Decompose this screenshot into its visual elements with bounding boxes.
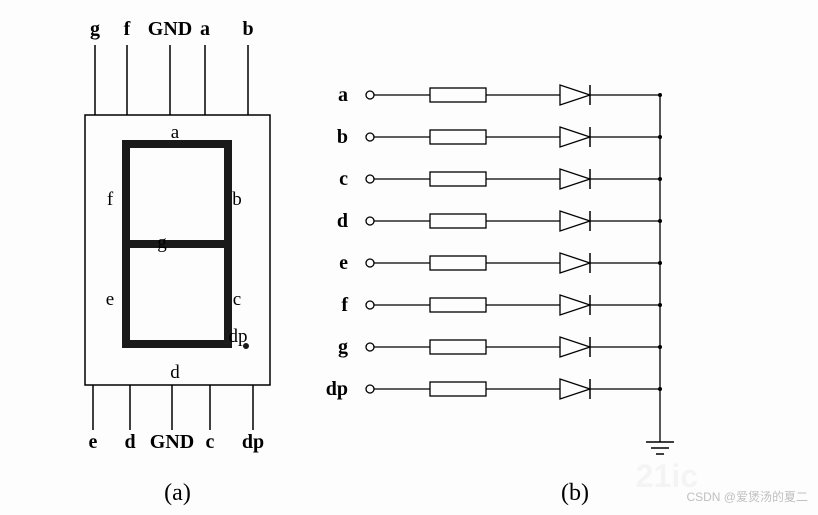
- pin-label-c: c: [206, 431, 215, 453]
- terminal-e: [366, 259, 374, 267]
- pin-label-dp: dp: [242, 431, 264, 453]
- seg-label-g: g: [157, 232, 167, 253]
- resistor-e: [430, 256, 486, 270]
- segment-d: [122, 340, 232, 348]
- seg-label-f: f: [107, 189, 114, 210]
- terminal-b: [366, 133, 374, 141]
- segment-f: [122, 140, 130, 248]
- resistor-c: [430, 172, 486, 186]
- diode-dp: [560, 379, 590, 399]
- diode-e: [560, 253, 590, 273]
- input-label-a: a: [338, 84, 348, 106]
- diode-f: [560, 295, 590, 315]
- caption-a: (a): [164, 480, 191, 506]
- seg-label-c: c: [233, 289, 241, 310]
- diode-b: [560, 127, 590, 147]
- seg-label-b: b: [232, 189, 242, 210]
- input-label-g: g: [338, 336, 348, 358]
- segment-g: [122, 240, 232, 248]
- pin-label-GND: GND: [148, 18, 192, 40]
- resistor-g: [430, 340, 486, 354]
- input-label-c: c: [339, 168, 348, 190]
- resistor-d: [430, 214, 486, 228]
- resistor-a: [430, 88, 486, 102]
- input-label-e: e: [339, 252, 348, 274]
- input-label-d: d: [337, 210, 348, 232]
- terminal-g: [366, 343, 374, 351]
- seg-label-a: a: [171, 122, 180, 143]
- diode-d: [560, 211, 590, 231]
- diagram-svg: gfGNDabedGNDcdpabcdefgdp(a)abcdefgdp(b): [0, 0, 818, 515]
- resistor-f: [430, 298, 486, 312]
- segment-e: [122, 240, 130, 348]
- pin-label-e: e: [89, 431, 98, 453]
- csdn-watermark: CSDN @爱煲汤的夏二: [686, 488, 808, 505]
- pin-label-d: d: [124, 431, 135, 453]
- pin-label-b: b: [242, 18, 253, 40]
- resistor-b: [430, 130, 486, 144]
- resistor-dp: [430, 382, 486, 396]
- pin-label-g: g: [90, 18, 100, 40]
- seg-label-d: d: [170, 362, 180, 383]
- terminal-f: [366, 301, 374, 309]
- pin-label-f: f: [124, 18, 131, 40]
- terminal-dp: [366, 385, 374, 393]
- diode-g: [560, 337, 590, 357]
- terminal-c: [366, 175, 374, 183]
- seg-label-e: e: [106, 289, 114, 310]
- seg-label-dp: dp: [229, 326, 248, 347]
- caption-b: (b): [561, 480, 589, 506]
- pin-label-a: a: [200, 18, 210, 40]
- diode-a: [560, 85, 590, 105]
- segment-b: [224, 140, 232, 248]
- input-label-f: f: [341, 294, 348, 316]
- terminal-d: [366, 217, 374, 225]
- terminal-a: [366, 91, 374, 99]
- pin-label-GND: GND: [150, 431, 194, 453]
- input-label-dp: dp: [326, 378, 348, 400]
- diode-c: [560, 169, 590, 189]
- input-label-b: b: [337, 126, 348, 148]
